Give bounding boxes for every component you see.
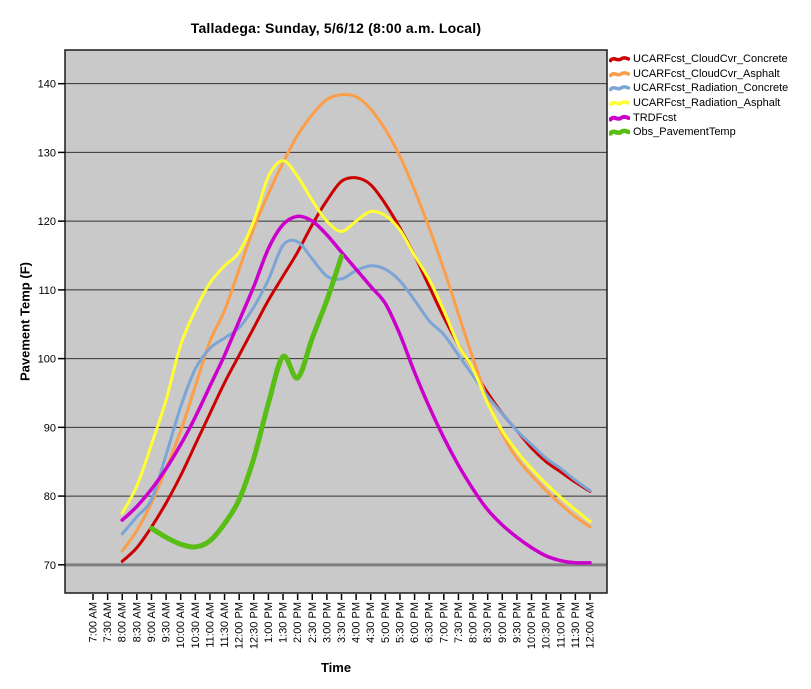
x-tick-label: 3:00 PM	[321, 602, 333, 643]
x-tick-label: 6:30 PM	[424, 602, 436, 643]
chart-title: Talladega: Sunday, 5/6/12 (8:00 a.m. Loc…	[190, 20, 482, 36]
legend-swatch-icon	[609, 56, 630, 63]
series-line-UCARFcst_CloudCvr_Asphalt	[120, 92, 592, 553]
legend-label: UCARFcst_Radiation_Asphalt	[633, 97, 781, 110]
x-tick-label: 11:00 PM	[555, 602, 567, 648]
legend-label: UCARFcst_Radiation_Concrete	[633, 82, 789, 95]
y-tick-label: 90	[44, 422, 56, 434]
legend-swatch-line	[609, 70, 630, 78]
legend-item: UCARFcst_Radiation_Concrete	[609, 81, 788, 96]
x-tick-label: 10:30 PM	[541, 602, 553, 649]
legend-swatch-line	[609, 128, 630, 137]
legend-swatch-line	[609, 56, 630, 63]
x-tick-label: 1:30 PM	[278, 602, 290, 643]
x-tick-label: 2:00 PM	[292, 602, 304, 643]
x-tick-label: 10:00 PM	[526, 602, 538, 649]
x-tick-label: 9:00 AM	[146, 602, 158, 642]
x-tick-label: 11:30 PM	[570, 602, 582, 648]
x-tick-label: 12:00 PM	[234, 602, 246, 649]
x-tick-label: 8:00 AM	[117, 602, 129, 642]
series-line-TRDFcst	[120, 214, 592, 565]
plot-area	[65, 50, 607, 593]
legend-swatch-icon	[609, 114, 630, 122]
plot-frame	[64, 49, 608, 594]
x-tick-label: 5:30 PM	[394, 602, 406, 643]
y-axis-label: Pavement Temp (F)	[17, 262, 33, 381]
x-tick-label: 7:00 PM	[438, 602, 450, 643]
x-tick-label: 12:30 PM	[248, 602, 260, 649]
x-tick-label: 6:00 PM	[409, 602, 421, 643]
x-tick-label: 4:00 PM	[351, 602, 363, 643]
legend-item: UCARFcst_CloudCvr_Asphalt	[609, 67, 788, 82]
legend-label: Obs_PavementTemp	[633, 126, 736, 139]
y-tick-label: 120	[38, 216, 56, 228]
series-line-Obs_PavementTemp	[149, 253, 344, 550]
legend-swatch-icon	[609, 85, 630, 92]
x-tick-label: 8:30 PM	[482, 602, 494, 643]
x-tick-label: 8:00 PM	[468, 602, 480, 643]
legend-item: Obs_PavementTemp	[609, 125, 788, 140]
legend-swatch-line	[609, 114, 630, 122]
x-tick-label: 9:30 PM	[511, 602, 523, 643]
legend-item: TRDFcst	[609, 110, 788, 125]
legend-swatch-icon	[609, 100, 630, 107]
legend-swatch-line	[609, 85, 630, 92]
x-tick-label: 2:30 PM	[307, 602, 319, 643]
x-tick-label: 12:00 AM	[585, 602, 597, 648]
y-tick-label: 100	[38, 354, 56, 366]
x-tick-label: 7:30 AM	[102, 602, 114, 642]
series-line-UCARFcst_Radiation_Asphalt	[120, 159, 592, 523]
y-tick-label: 70	[44, 560, 56, 572]
y-tick-label: 80	[44, 491, 56, 503]
x-tick-label: 10:30 AM	[190, 602, 202, 648]
x-tick-label: 11:00 AM	[204, 602, 216, 648]
x-tick-label: 1:00 PM	[263, 602, 275, 643]
legend-swatch-line	[609, 100, 630, 107]
x-tick-label: 9:30 AM	[161, 602, 173, 642]
x-axis-label: Time	[320, 660, 352, 675]
legend-label: TRDFcst	[633, 111, 677, 124]
x-tick-label: 10:00 AM	[175, 602, 187, 648]
y-tick-label: 140	[38, 79, 56, 91]
x-tick-label: 4:30 PM	[365, 602, 377, 643]
x-tick-label: 7:00 AM	[88, 602, 100, 642]
x-tick-label: 5:00 PM	[380, 602, 392, 643]
legend-item: UCARFcst_CloudCvr_Concrete	[609, 52, 788, 67]
legend-swatch-icon	[609, 128, 630, 137]
x-tick-label: 3:30 PM	[336, 602, 348, 643]
y-tick-label: 110	[38, 285, 56, 297]
x-tick-label: 8:30 AM	[131, 602, 143, 642]
y-tick-label: 130	[38, 147, 56, 159]
chart-legend: UCARFcst_CloudCvr_Concrete UCARFcst_Cloud…	[609, 52, 788, 140]
legend-label: UCARFcst_CloudCvr_Concrete	[633, 53, 788, 66]
x-tick-label: 7:30 PM	[453, 602, 465, 643]
legend-item: UCARFcst_Radiation_Asphalt	[609, 96, 788, 111]
x-tick-label: 11:30 AM	[219, 602, 231, 648]
x-tick-label: 9:00 PM	[497, 602, 509, 643]
legend-label: UCARFcst_CloudCvr_Asphalt	[633, 67, 780, 80]
legend-swatch-icon	[609, 70, 630, 78]
